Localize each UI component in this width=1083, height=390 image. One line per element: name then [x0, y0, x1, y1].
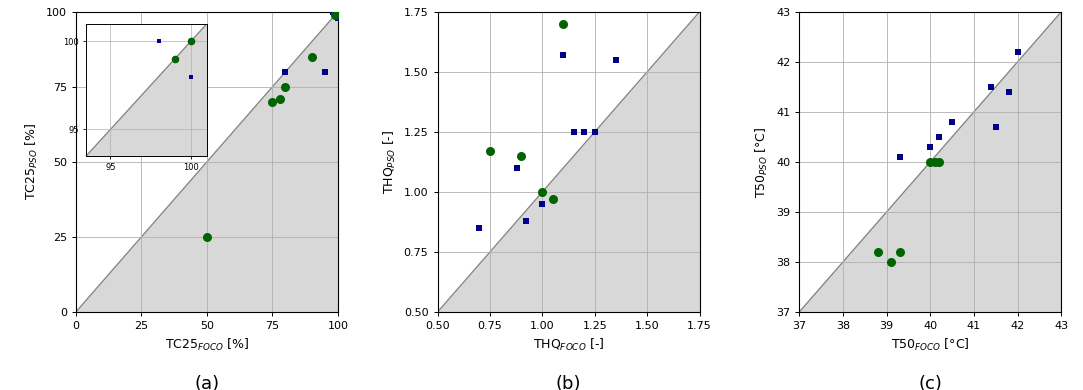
Text: (b): (b) — [556, 375, 582, 390]
X-axis label: T50$_{FOCO}$ [°C]: T50$_{FOCO}$ [°C] — [891, 337, 969, 353]
Text: (c): (c) — [918, 375, 942, 390]
Text: (a): (a) — [194, 375, 220, 390]
X-axis label: TC25$_{FOCO}$ [%]: TC25$_{FOCO}$ [%] — [165, 337, 249, 353]
Y-axis label: T50$_{PSO}$ [°C]: T50$_{PSO}$ [°C] — [754, 126, 770, 198]
X-axis label: THQ$_{FOCO}$ [-]: THQ$_{FOCO}$ [-] — [533, 337, 604, 353]
Polygon shape — [76, 12, 338, 312]
Polygon shape — [799, 12, 1061, 312]
Y-axis label: TC25$_{PSO}$ [%]: TC25$_{PSO}$ [%] — [24, 123, 40, 200]
Polygon shape — [438, 12, 700, 312]
Y-axis label: THQ$_{PSO}$ [-]: THQ$_{PSO}$ [-] — [382, 130, 399, 194]
